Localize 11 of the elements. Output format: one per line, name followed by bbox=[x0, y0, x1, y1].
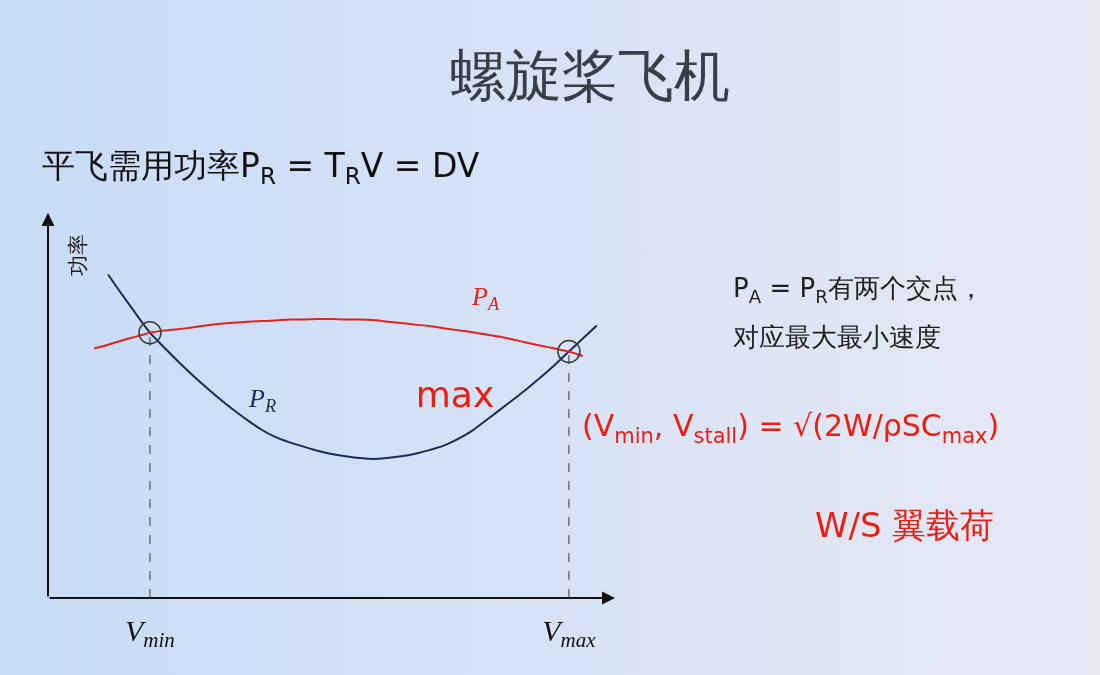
x-tick-label: V$_{min}$ bbox=[125, 614, 175, 653]
chart-title: 螺旋桨飞机 bbox=[450, 42, 730, 108]
y-axis-title: 功率 bbox=[66, 234, 90, 276]
chart-subtitle: 平飞需用功率P$_{R}$ = T$_{R}$V = DV bbox=[42, 146, 480, 189]
annotation: (V$_{min}$, V$_{stall}$) = √(2W/ρSC$_{max}$) bbox=[582, 407, 1000, 451]
annotation: max bbox=[415, 373, 495, 417]
text: P$_{A}$ = P$_{R}$有两个交点，对应最大最小速度 bbox=[733, 272, 985, 355]
x-tick-label: V$_{max}$ bbox=[542, 614, 597, 653]
series-label: P$_{R}$ bbox=[248, 384, 277, 417]
text: W/S 翼载荷 bbox=[815, 503, 995, 547]
series-label: P$_{A}$ bbox=[471, 282, 500, 315]
